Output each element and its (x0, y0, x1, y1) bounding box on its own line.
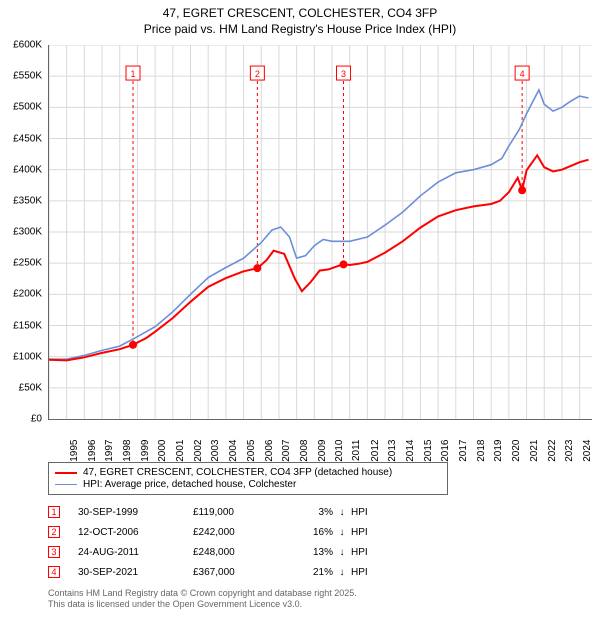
y-tick-label: £300K (13, 227, 42, 238)
event-tag: HPI (351, 527, 368, 538)
footer-line-1: Contains HM Land Registry data © Crown c… (48, 588, 357, 599)
x-tick-label: 1998 (122, 440, 133, 462)
legend-swatch (55, 484, 77, 485)
x-tick-label: 2004 (228, 440, 239, 462)
events-table: 130-SEP-1999£119,0003%↓HPI212-OCT-2006£2… (48, 502, 368, 582)
event-pct: 21% (293, 567, 333, 578)
x-tick-label: 2012 (369, 440, 380, 462)
event-marker: 1 (48, 506, 60, 518)
footer: Contains HM Land Registry data © Crown c… (48, 588, 357, 611)
legend-item: 47, EGRET CRESCENT, COLCHESTER, CO4 3FP … (55, 467, 441, 478)
event-date: 24-AUG-2011 (78, 547, 193, 558)
footer-line-2: This data is licensed under the Open Gov… (48, 599, 357, 610)
svg-text:4: 4 (520, 69, 525, 79)
event-price: £119,000 (193, 507, 293, 518)
x-tick-label: 2009 (316, 440, 327, 462)
y-tick-label: £50K (19, 382, 42, 393)
arrow-down-icon: ↓ (333, 547, 351, 558)
event-row: 2 12-OCT-2006£242,00016%↓HPI (48, 522, 368, 542)
legend: 47, EGRET CRESCENT, COLCHESTER, CO4 3FP … (48, 462, 448, 495)
svg-text:2: 2 (255, 69, 260, 79)
y-tick-label: £350K (13, 195, 42, 206)
x-tick-label: 2000 (157, 440, 168, 462)
svg-text:3: 3 (341, 69, 346, 79)
arrow-down-icon: ↓ (333, 527, 351, 538)
svg-text:1: 1 (131, 69, 136, 79)
event-pct: 3% (293, 507, 333, 518)
event-row: 3 24-AUG-2011£248,00013%↓HPI (48, 542, 368, 562)
event-date: 12-OCT-2006 (78, 527, 193, 538)
arrow-down-icon: ↓ (333, 567, 351, 578)
y-tick-label: £550K (13, 71, 42, 82)
y-axis-labels: £0£50K£100K£150K£200K£250K£300K£350K£400… (0, 45, 45, 420)
legend-swatch (55, 472, 77, 474)
event-price: £248,000 (193, 547, 293, 558)
x-tick-label: 2018 (476, 440, 487, 462)
x-tick-label: 2010 (334, 440, 345, 462)
x-axis-labels: 1995 1996 1997 1998 1999 2000 2001 2002 2003 2004… (48, 422, 592, 462)
event-tag: HPI (351, 547, 368, 558)
title-line-1: 47, EGRET CRESCENT, COLCHESTER, CO4 3FP (0, 6, 600, 20)
x-tick-label: 2020 (511, 440, 522, 462)
event-marker: 2 (48, 526, 60, 538)
x-tick-label: 2002 (193, 440, 204, 462)
event-date: 30-SEP-2021 (78, 567, 193, 578)
event-date: 30-SEP-1999 (78, 507, 193, 518)
x-tick-label: 2017 (458, 440, 469, 462)
y-tick-label: £0 (31, 414, 42, 425)
x-tick-label: 2006 (263, 440, 274, 462)
x-tick-label: 2007 (281, 440, 292, 462)
x-tick-label: 1999 (139, 440, 150, 462)
event-pct: 16% (293, 527, 333, 538)
x-tick-label: 2024 (582, 440, 593, 462)
x-tick-label: 1996 (86, 440, 97, 462)
x-tick-label: 2003 (210, 440, 221, 462)
event-pct: 13% (293, 547, 333, 558)
x-tick-label: 2013 (387, 440, 398, 462)
event-tag: HPI (351, 567, 368, 578)
x-tick-label: 2022 (546, 440, 557, 462)
legend-label: HPI: Average price, detached house, Colc… (83, 479, 296, 490)
event-price: £367,000 (193, 567, 293, 578)
x-tick-label: 2023 (564, 440, 575, 462)
plot-svg: 1 2 3 4 (49, 45, 592, 419)
y-tick-label: £200K (13, 289, 42, 300)
event-tag: HPI (351, 507, 368, 518)
title-line-2: Price paid vs. HM Land Registry's House … (0, 22, 600, 36)
x-tick-label: 2015 (422, 440, 433, 462)
y-tick-label: £100K (13, 351, 42, 362)
x-tick-label: 2011 (351, 440, 362, 462)
x-tick-label: 2001 (175, 440, 186, 462)
event-row: 1 30-SEP-1999£119,0003%↓HPI (48, 502, 368, 522)
x-tick-label: 2016 (440, 440, 451, 462)
y-tick-label: £450K (13, 133, 42, 144)
y-tick-label: £250K (13, 258, 42, 269)
x-tick-label: 2021 (529, 440, 540, 462)
x-tick-label: 2008 (299, 440, 310, 462)
legend-label: 47, EGRET CRESCENT, COLCHESTER, CO4 3FP … (83, 467, 392, 478)
x-tick-label: 2005 (246, 440, 257, 462)
y-tick-label: £600K (13, 40, 42, 51)
y-tick-label: £500K (13, 102, 42, 113)
chart-container: { "title": { "line1": "47, EGRET CRESCEN… (0, 0, 600, 620)
event-price: £242,000 (193, 527, 293, 538)
event-row: 4 30-SEP-2021£367,00021%↓HPI (48, 562, 368, 582)
arrow-down-icon: ↓ (333, 507, 351, 518)
x-tick-label: 2014 (405, 440, 416, 462)
y-tick-label: £150K (13, 320, 42, 331)
event-marker: 3 (48, 546, 60, 558)
title-block: 47, EGRET CRESCENT, COLCHESTER, CO4 3FP … (0, 6, 600, 36)
legend-item: HPI: Average price, detached house, Colc… (55, 479, 441, 490)
x-tick-label: 2019 (493, 440, 504, 462)
x-tick-label: 1995 (69, 440, 80, 462)
y-tick-label: £400K (13, 164, 42, 175)
event-marker: 4 (48, 566, 60, 578)
plot-area: 1 2 3 4 (48, 45, 592, 420)
x-tick-label: 1997 (104, 440, 115, 462)
